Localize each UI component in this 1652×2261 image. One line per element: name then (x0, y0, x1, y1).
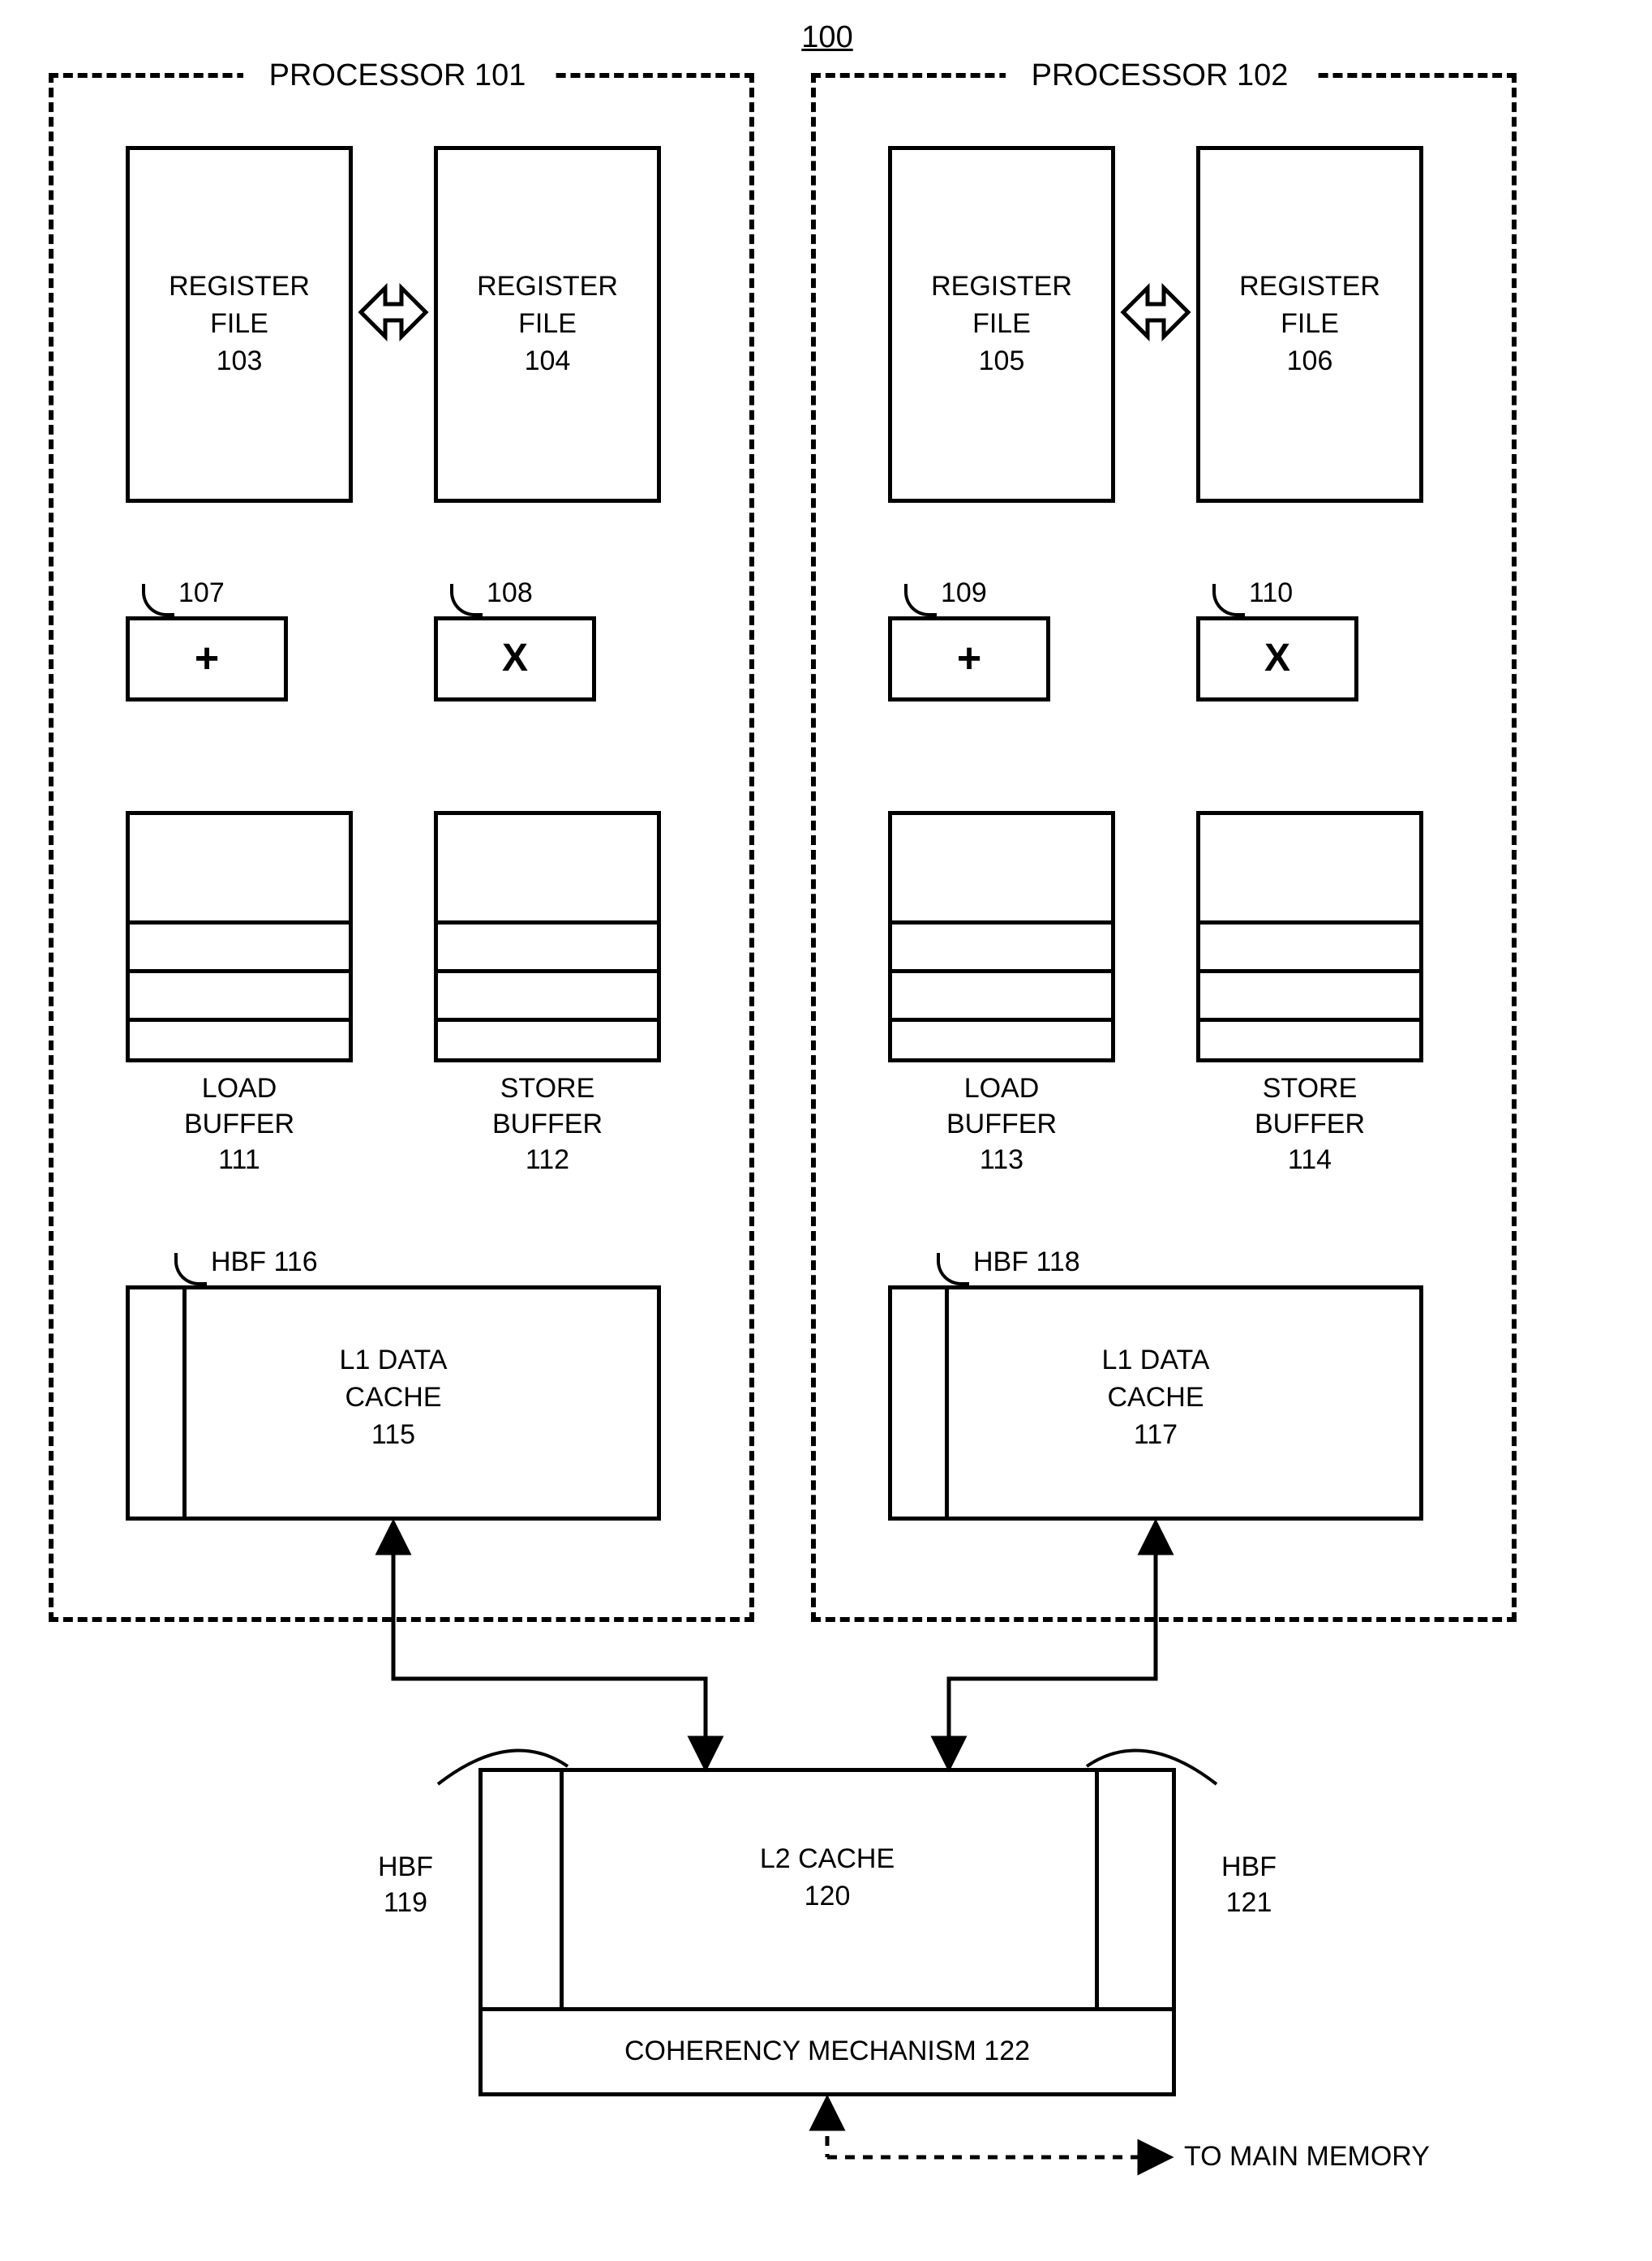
l1-cache-115-text: L1 DATA CACHE 115 (126, 1342, 661, 1454)
hbf-119-label: HBF 119 (357, 1849, 454, 1920)
processor-102-title: PROCESSOR 102 (1006, 58, 1314, 93)
hbf-121-label: HBF 121 (1200, 1849, 1298, 1920)
hbf-116-label: HBF 116 (211, 1246, 318, 1278)
ref-110: 110 (1249, 577, 1293, 609)
ref-107: 107 (178, 577, 225, 609)
alu-mul-110: X (1196, 616, 1358, 701)
load-buffer-113-label: LOAD BUFFER 113 (888, 1070, 1115, 1178)
to-main-memory-label: TO MAIN MEMORY (1184, 2141, 1430, 2173)
figure-ref: 100 (779, 20, 876, 55)
alu-add-109: + (888, 616, 1050, 701)
register-file-103: REGISTER FILE 103 (126, 146, 353, 503)
register-file-106: REGISTER FILE 106 (1196, 146, 1423, 503)
alu-mul-108: X (434, 616, 596, 701)
store-buffer-112-label: STORE BUFFER 112 (434, 1070, 661, 1178)
store-buffer-114-label: STORE BUFFER 114 (1196, 1070, 1423, 1178)
register-file-105: REGISTER FILE 105 (888, 146, 1115, 503)
figure-ref-text: 100 (801, 20, 852, 54)
hbf-118-label: HBF 118 (973, 1246, 1080, 1278)
store-buffer-112 (434, 811, 661, 1062)
l1-cache-117-text: L1 DATA CACHE 117 (888, 1342, 1423, 1454)
register-file-104: REGISTER FILE 104 (434, 146, 661, 503)
ref-108: 108 (487, 577, 533, 609)
store-buffer-114 (1196, 811, 1423, 1062)
ref-109: 109 (941, 577, 987, 609)
load-buffer-111-label: LOAD BUFFER 111 (126, 1070, 353, 1178)
load-buffer-113 (888, 811, 1115, 1062)
coherency-mechanism-122: COHERENCY MECHANISM 122 (478, 2007, 1176, 2096)
load-buffer-111 (126, 811, 353, 1062)
alu-add-107: + (126, 616, 288, 701)
processor-101-title: PROCESSOR 101 (243, 58, 551, 93)
l2-cache-120-text: L2 CACHE 120 (478, 1841, 1176, 1916)
